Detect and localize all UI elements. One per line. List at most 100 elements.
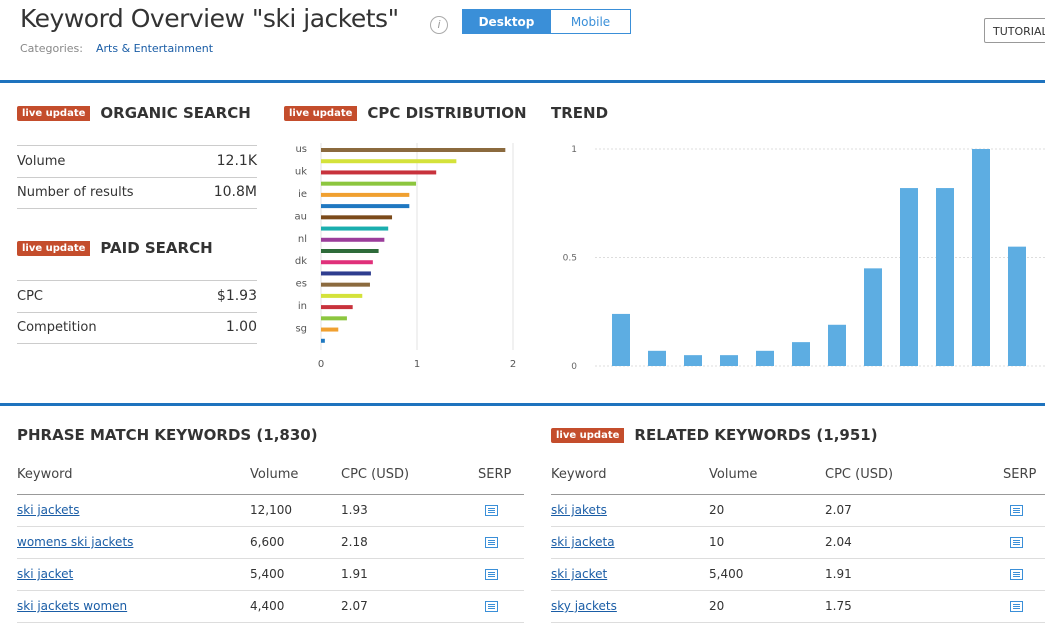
bar bbox=[321, 159, 457, 164]
badge: live update bbox=[551, 428, 625, 443]
tutorial-button[interactable]: TUTORIAL bbox=[984, 18, 1045, 43]
x-tick-label: 0 bbox=[318, 359, 324, 370]
table-rule bbox=[551, 622, 1045, 623]
bar bbox=[321, 170, 437, 175]
keyword-link[interactable]: womens ski jackets bbox=[17, 535, 134, 549]
bar bbox=[792, 342, 810, 366]
metric-value: 1.00 bbox=[225, 319, 257, 335]
table-rule bbox=[551, 526, 1045, 527]
keyword-link[interactable]: ski jacketa bbox=[551, 535, 615, 549]
bar bbox=[321, 338, 325, 343]
cell: 1.91 bbox=[341, 567, 368, 581]
cell: 5,400 bbox=[709, 567, 744, 581]
divider bbox=[0, 80, 1045, 83]
keyword-link[interactable]: ski jakets bbox=[551, 503, 607, 517]
table-rule bbox=[17, 494, 524, 495]
cell: 5,400 bbox=[250, 567, 285, 581]
badge: live update bbox=[17, 241, 91, 256]
mobile-button[interactable]: Mobile bbox=[550, 9, 631, 34]
table-rule bbox=[551, 494, 1045, 495]
bar bbox=[972, 149, 990, 366]
cell: 1.93 bbox=[341, 503, 368, 517]
keyword-link[interactable]: ski jackets women bbox=[17, 599, 128, 613]
bar bbox=[321, 215, 393, 220]
metric-value: $1.93 bbox=[216, 288, 257, 304]
column-header: SERP bbox=[478, 467, 512, 482]
keyword-link[interactable]: ski jackets bbox=[17, 503, 80, 517]
cell: 2.07 bbox=[825, 503, 852, 517]
y-tick-label: 0 bbox=[571, 362, 577, 372]
metric-value: 12.1K bbox=[216, 153, 257, 169]
serp-icon[interactable] bbox=[485, 601, 498, 612]
section-title: live update CPC DISTRIBUTION bbox=[284, 104, 527, 122]
bar bbox=[900, 188, 918, 366]
cell: 12,100 bbox=[250, 503, 292, 517]
title: RELATED KEYWORDS (1,951) bbox=[634, 426, 878, 444]
bar bbox=[321, 282, 370, 287]
column-header: CPC (USD) bbox=[341, 467, 410, 482]
metric-label: CPC bbox=[17, 289, 43, 304]
metric-row: CPC $1.93 bbox=[17, 280, 257, 313]
cell: 10 bbox=[709, 535, 725, 549]
bar bbox=[936, 188, 954, 366]
metric-value: 10.8M bbox=[213, 184, 257, 200]
bar bbox=[321, 181, 417, 186]
cell: 20 bbox=[709, 599, 725, 613]
bar bbox=[756, 350, 774, 366]
title: CPC DISTRIBUTION bbox=[367, 104, 527, 122]
cell: 2.18 bbox=[341, 535, 368, 549]
column-header: SERP bbox=[1003, 467, 1037, 482]
cell: 4,400 bbox=[250, 599, 285, 613]
serp-icon[interactable] bbox=[485, 505, 498, 516]
serp-icon[interactable] bbox=[1010, 505, 1023, 516]
bar bbox=[1008, 246, 1026, 366]
y-tick-label: au bbox=[295, 211, 307, 222]
y-tick-label: 0.5 bbox=[563, 254, 577, 264]
keyword-link[interactable]: ski jacket bbox=[17, 567, 74, 581]
x-tick-label: 2 bbox=[510, 359, 516, 370]
keyword-link[interactable]: sky jackets bbox=[551, 599, 617, 613]
metric-label: Number of results bbox=[17, 185, 134, 200]
section-title: live update PAID SEARCH bbox=[17, 239, 213, 257]
y-tick-label: ie bbox=[298, 189, 307, 200]
column-header: Volume bbox=[709, 467, 758, 482]
info-icon[interactable]: i bbox=[430, 16, 448, 34]
y-tick-label: sg bbox=[295, 324, 307, 335]
y-tick-label: 1 bbox=[571, 145, 577, 155]
table-rule bbox=[17, 526, 524, 527]
metric-label: Competition bbox=[17, 320, 97, 335]
column-header: Keyword bbox=[17, 467, 73, 482]
serp-icon[interactable] bbox=[1010, 569, 1023, 580]
category-link[interactable]: Arts & Entertainment bbox=[96, 42, 214, 55]
metric-row: Volume 12.1K bbox=[17, 145, 257, 178]
serp-icon[interactable] bbox=[1010, 537, 1023, 548]
bar bbox=[720, 355, 738, 366]
bar bbox=[864, 268, 882, 366]
cell: 20 bbox=[709, 503, 725, 517]
section-title: TREND bbox=[551, 104, 609, 122]
keyword-link[interactable]: ski jacket bbox=[551, 567, 608, 581]
desktop-button[interactable]: Desktop bbox=[462, 9, 551, 34]
table-rule bbox=[551, 558, 1045, 559]
badge: live update bbox=[284, 106, 358, 121]
bar bbox=[321, 249, 379, 253]
title: ORGANIC SEARCH bbox=[100, 104, 251, 122]
y-tick-label: nl bbox=[298, 234, 307, 245]
cell: 1.91 bbox=[825, 567, 852, 581]
serp-icon[interactable] bbox=[485, 537, 498, 548]
serp-icon[interactable] bbox=[1010, 601, 1023, 612]
bar bbox=[648, 350, 666, 366]
bar bbox=[321, 260, 373, 265]
categories-label: Categories: bbox=[20, 42, 83, 55]
bar bbox=[321, 305, 353, 310]
badge: live update bbox=[17, 106, 91, 121]
y-tick-label: uk bbox=[295, 166, 307, 177]
serp-icon[interactable] bbox=[485, 569, 498, 580]
bar bbox=[321, 192, 410, 197]
bar bbox=[684, 355, 702, 366]
metric-row: Competition 1.00 bbox=[17, 312, 257, 344]
bar bbox=[321, 293, 363, 298]
x-tick-label: 1 bbox=[414, 359, 420, 370]
